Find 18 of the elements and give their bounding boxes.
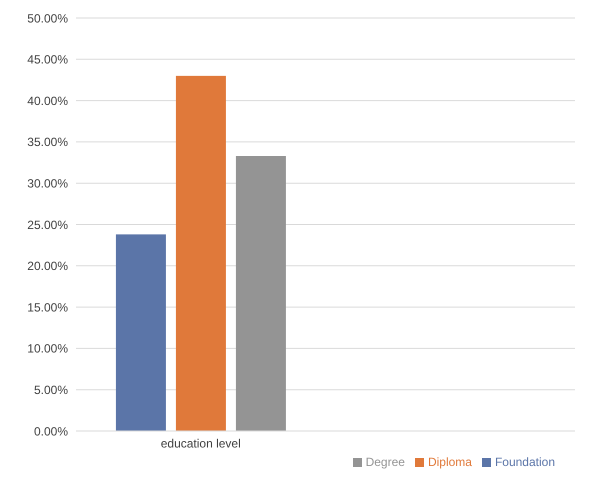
y-tick-label: 10.00% <box>27 342 68 356</box>
y-tick-label: 40.00% <box>27 94 68 108</box>
bar <box>176 76 226 431</box>
x-tick-label: education level <box>160 436 241 451</box>
y-tick-label: 15.00% <box>27 300 68 314</box>
y-tick-label: 25.00% <box>27 218 68 232</box>
legend-label: Foundation <box>494 455 555 469</box>
y-tick-label: 50.00% <box>27 11 68 26</box>
bar <box>116 234 166 431</box>
y-tick-label: 20.00% <box>27 259 68 274</box>
legend-label: Diploma <box>428 455 472 469</box>
legend-label: Degree <box>366 455 405 469</box>
y-tick-label: 30.00% <box>27 176 68 190</box>
y-tick-label: 5.00% <box>34 382 68 397</box>
bar <box>236 156 286 431</box>
y-tick-label: 45.00% <box>27 52 68 67</box>
y-tick-label: 35.00% <box>27 135 68 150</box>
y-tick-label: 0.00% <box>34 424 68 438</box>
